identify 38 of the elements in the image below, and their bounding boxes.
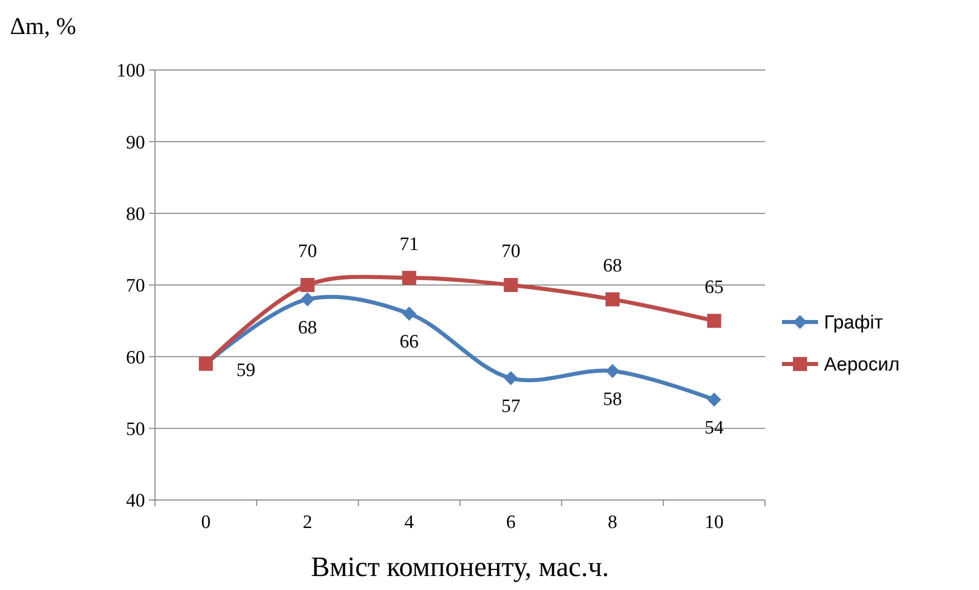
x-tick-label: 10 xyxy=(704,512,724,533)
data-label: 68 xyxy=(603,255,622,276)
data-label: 66 xyxy=(400,332,419,353)
y-axis-title: Δm, % xyxy=(10,14,76,40)
data-label: 70 xyxy=(298,241,317,262)
x-axis-title: Вміст компоненту, мас.ч. xyxy=(310,552,610,583)
y-tick-label: 60 xyxy=(126,347,145,368)
x-tick-label: 2 xyxy=(302,512,312,533)
x-tick-label: 8 xyxy=(608,512,618,533)
point xyxy=(606,292,620,306)
y-tick-label: 90 xyxy=(126,132,145,154)
point xyxy=(300,292,314,306)
data-label: 70 xyxy=(501,241,520,262)
y-tick-label: 50 xyxy=(126,418,145,440)
data-label: 54 xyxy=(704,418,724,439)
legend-label: Аеросил xyxy=(824,354,900,376)
y-tick-label: 80 xyxy=(126,204,145,225)
y-tick-label: 40 xyxy=(126,490,145,512)
data-label: 68 xyxy=(298,317,317,338)
data-label: 58 xyxy=(603,389,622,410)
y-tick-label: 70 xyxy=(126,276,145,297)
point xyxy=(504,371,518,386)
x-tick-label: 6 xyxy=(506,512,516,533)
data-label: 59 xyxy=(236,360,256,381)
x-tick-label: 4 xyxy=(404,512,414,533)
point xyxy=(606,364,620,378)
point xyxy=(402,306,416,321)
point xyxy=(707,392,722,407)
legend-label: Графіт xyxy=(824,312,884,334)
data-label: 71 xyxy=(400,234,419,255)
point xyxy=(504,278,518,292)
data-label: 57 xyxy=(501,396,520,418)
point xyxy=(402,270,416,285)
point xyxy=(300,278,314,292)
point xyxy=(707,314,722,328)
x-tick-label: 0 xyxy=(201,512,211,533)
y-tick-label: 100 xyxy=(116,60,145,82)
data-label: 65 xyxy=(704,276,724,298)
